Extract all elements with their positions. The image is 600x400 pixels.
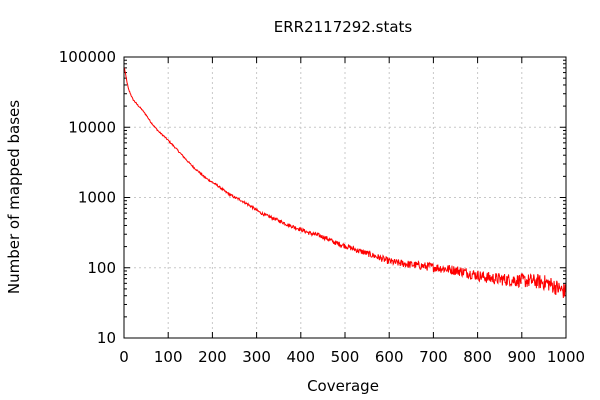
x-tick-label: 500	[331, 348, 360, 366]
y-tick-label: 100	[87, 259, 116, 277]
x-tick-label: 100	[154, 348, 183, 366]
x-tick-label: 200	[198, 348, 227, 366]
x-tick-label: 800	[463, 348, 492, 366]
y-tick-label: 100000	[59, 48, 116, 66]
y-tick-label: 10000	[68, 118, 116, 136]
x-tick-label: 400	[286, 348, 315, 366]
y-tick-label: 10	[97, 329, 116, 347]
x-tick-label: 1000	[547, 348, 585, 366]
y-tick-label: 1000	[78, 189, 116, 207]
x-tick-label: 300	[242, 348, 271, 366]
x-tick-label: 700	[419, 348, 448, 366]
grid-lines	[124, 57, 566, 338]
x-axis-title: Coverage	[307, 377, 379, 395]
y-tick-labels: 10 100 1000 10000 100000	[59, 48, 116, 347]
series-layer	[123, 67, 567, 299]
x-tick-label: 600	[375, 348, 404, 366]
x-tick-label: 0	[119, 348, 129, 366]
chart-title: ERR2117292.stats	[274, 18, 413, 36]
x-tick-label: 900	[507, 348, 536, 366]
y-axis-title: Number of mapped bases	[5, 100, 23, 294]
series-line	[123, 67, 567, 299]
plot-frame	[123, 56, 567, 339]
x-tick-labels: 0 100 200 300 400 500 600 700 800 900 1000	[119, 348, 585, 366]
